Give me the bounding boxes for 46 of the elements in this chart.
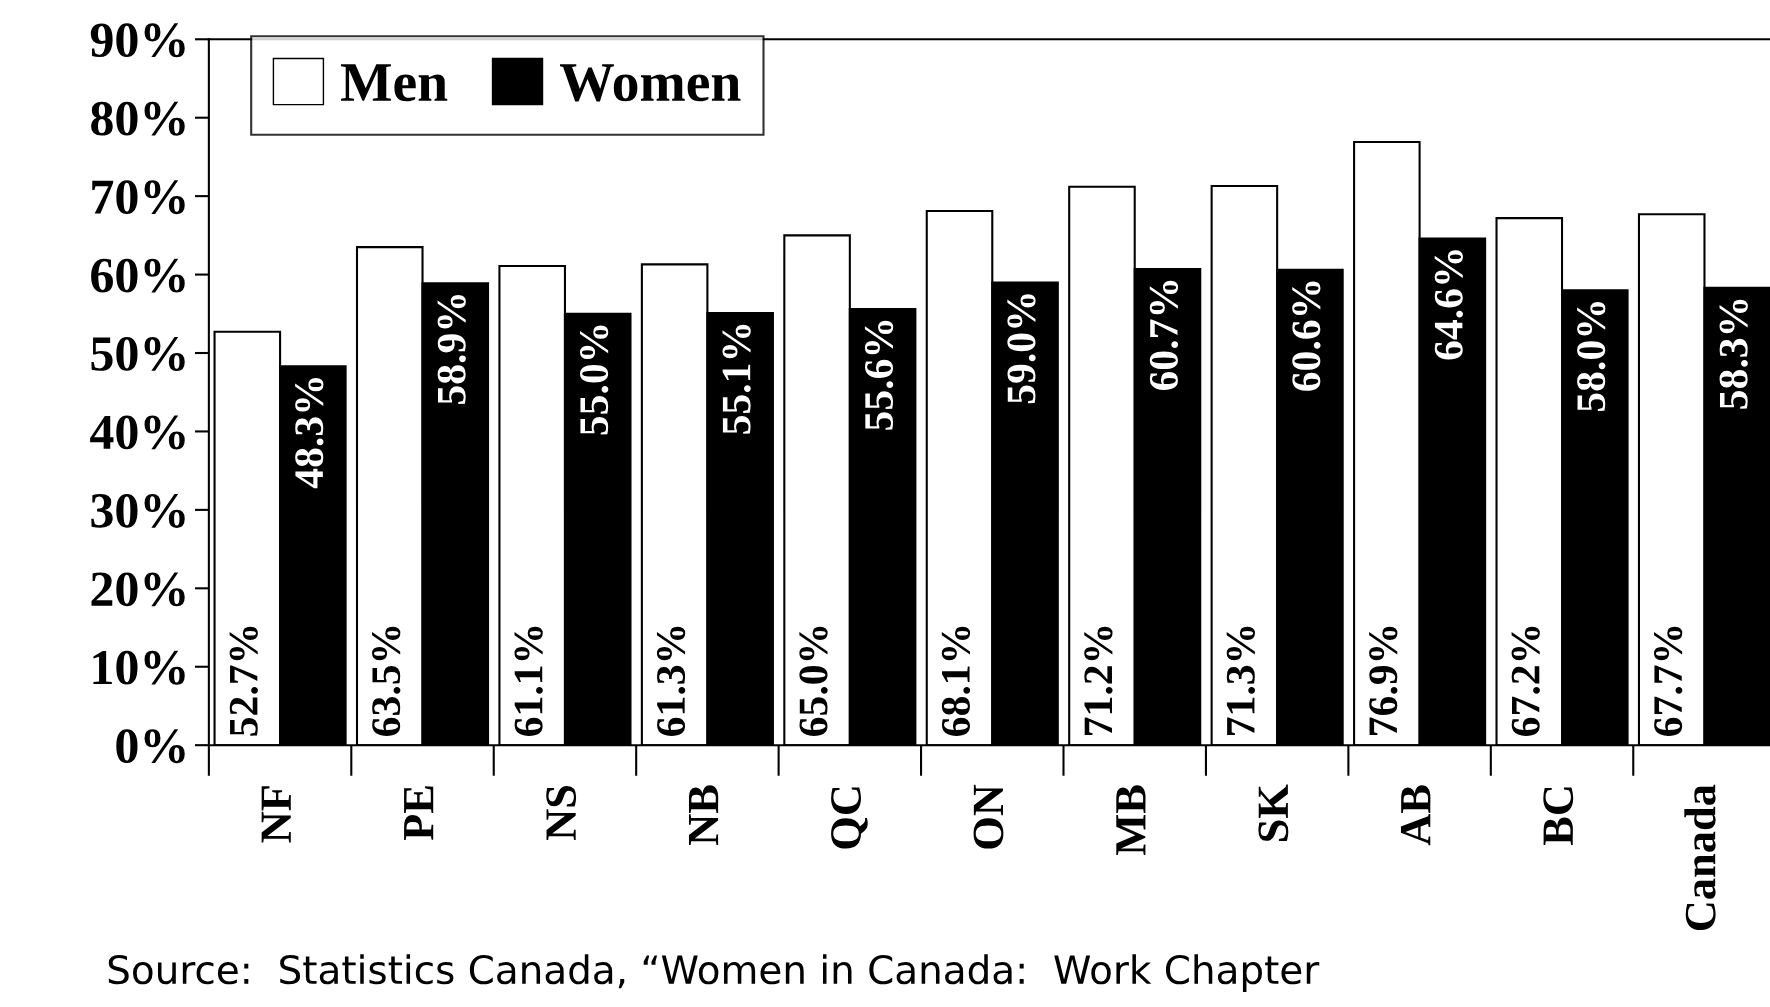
x-tick-label: QC: [831, 787, 868, 849]
y-tick-label: 40%: [90, 415, 185, 450]
y-tick-label: 50%: [91, 337, 185, 372]
x-tick-label: NS: [546, 785, 577, 841]
y-tick-label: 0%: [116, 729, 185, 764]
y-tick-label: 80%: [91, 101, 185, 136]
legend-label: Women: [559, 64, 741, 102]
data-label: 65.0%: [799, 626, 828, 736]
data-label: 58.0%: [1577, 302, 1606, 412]
x-tick-label: ON: [973, 784, 1004, 849]
x-tick-label: Canada: [1684, 784, 1716, 931]
y-tick-label: 70%: [92, 180, 185, 215]
y-tick-label: 60%: [91, 258, 185, 293]
data-label: 59.0%: [1007, 294, 1036, 404]
x-tick-label: SK: [1258, 784, 1289, 841]
x-tick-label: NB: [688, 785, 719, 845]
y-tick-label: 20%: [91, 572, 185, 607]
x-tick-label: BC: [1543, 787, 1574, 846]
data-label: 61.3%: [656, 626, 686, 736]
data-label: 67.7%: [1654, 626, 1683, 736]
data-label: 52.7%: [229, 626, 258, 736]
data-label: 60.7%: [1149, 280, 1179, 391]
x-tick-label: PE: [404, 786, 434, 841]
data-label: 76.9%: [1369, 626, 1398, 735]
data-label: 58.3%: [1719, 299, 1748, 409]
x-tick-label: NF: [261, 786, 291, 843]
y-tick-label: 30%: [91, 493, 185, 528]
data-label: 60.6%: [1292, 281, 1321, 391]
data-label: 68.1%: [941, 626, 971, 736]
legend-label: Men: [341, 64, 448, 102]
data-label: 55.1%: [722, 324, 751, 434]
data-label: 61.1%: [514, 626, 543, 736]
data-label: 63.5%: [372, 626, 401, 736]
x-tick-label: MB: [1116, 785, 1146, 855]
data-label: 55.0%: [580, 325, 609, 435]
source-note: Source: Statistics Canada, “Women in Canada: Work Chapter: [108, 954, 1320, 992]
y-tick-label: 90%: [90, 23, 185, 58]
data-label: 55.6%: [864, 320, 894, 430]
data-label: 48.3%: [295, 378, 324, 489]
data-label: 67.2%: [1511, 626, 1540, 736]
data-label: 58.9%: [437, 294, 466, 404]
y-tick-label: 10%: [93, 650, 185, 685]
x-tick-label: AB: [1400, 785, 1431, 846]
data-label: 71.2%: [1084, 626, 1113, 735]
data-label: 71.3%: [1226, 626, 1256, 735]
data-label: 64.6%: [1434, 250, 1463, 360]
